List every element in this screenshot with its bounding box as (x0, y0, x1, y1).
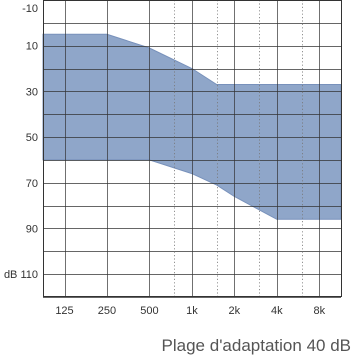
y-tick-label: 70 (26, 178, 38, 190)
y-tick-label: -10 (22, 3, 38, 15)
x-tick-label: 250 (98, 305, 116, 317)
fitting-range-band (42, 33, 342, 220)
x-tick-label: 1k (186, 305, 198, 317)
y-tick-label: dB 110 (4, 269, 38, 281)
x-tick-label: 4k (271, 305, 283, 317)
y-tick-label: 90 (26, 223, 38, 235)
y-tick-label: 10 (26, 41, 38, 53)
grid-layer (43, 0, 342, 298)
tick-label-layer: -10 10 30 50 70 90 dB 110 125 250 500 1k 2k 4k 8k (4, 3, 326, 317)
fitting-range-caption: Plage d'adaptation 40 dB (162, 336, 351, 355)
plot-border (43, 0, 342, 297)
y-tick-label: 50 (26, 132, 38, 144)
x-tick-label: 500 (140, 305, 158, 317)
fitting-range-band-layer (42, 33, 342, 220)
y-tick-label: 30 (26, 86, 38, 98)
x-tick-label: 125 (55, 305, 73, 317)
x-tick-label: 8k (313, 305, 325, 317)
x-tick-label: 2k (229, 305, 241, 317)
